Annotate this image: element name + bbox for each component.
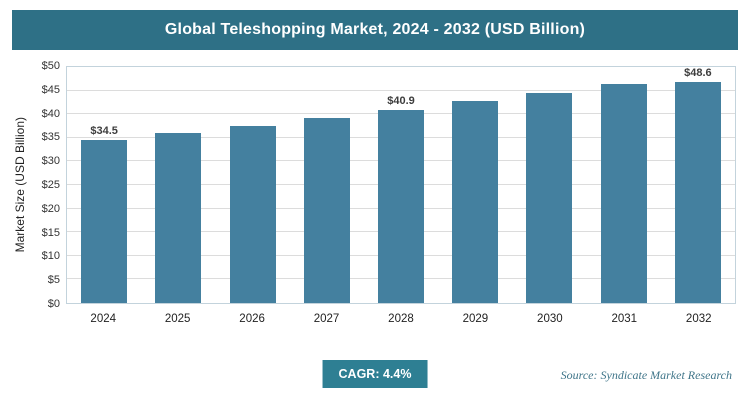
bar-slot: [141, 67, 215, 303]
y-tick-label: $10: [41, 250, 60, 263]
chart-region: Market Size (USD Billion) $0 $5 $10 $15 $20 $…: [10, 60, 736, 338]
plot-wrap: $34.5 $40.9 $48.6 2024 2025 2026 2027 2028 2029…: [66, 66, 736, 338]
bar-2032: [674, 82, 721, 303]
y-tick-label: $0: [47, 298, 60, 310]
bar-data-label: $48.6: [684, 67, 712, 79]
x-tick-label: 2024: [90, 313, 117, 325]
y-tick-label: $20: [41, 202, 60, 215]
bar-slot: [438, 67, 512, 303]
chart-footer: CAGR: 4.4% Source: Syndicate Market Rese…: [0, 360, 750, 392]
bar-data-label: $34.5: [90, 125, 118, 138]
cagr-badge: CAGR: 4.4%: [322, 360, 428, 388]
y-axis-ticks: $0 $5 $10 $15 $20 $25 $30 $35 $40 $45 $50: [30, 60, 66, 310]
y-tick-label: $40: [41, 107, 60, 120]
x-tick-label: 2026: [239, 313, 265, 325]
bar-2030: [526, 92, 573, 303]
x-tick-label: 2025: [164, 313, 191, 325]
x-tick-label: 2029: [462, 313, 489, 325]
chart-title-bar: Global Teleshopping Market, 2024 - 2032 …: [12, 10, 738, 50]
bar-2029: [452, 101, 499, 303]
bar-slot: $34.5: [67, 67, 141, 303]
bar-2028: [377, 109, 424, 303]
gridline: [67, 89, 735, 91]
y-tick-label: $50: [41, 60, 60, 72]
y-tick-label: $35: [41, 131, 60, 144]
chart-title: Global Teleshopping Market, 2024 - 2032 …: [164, 21, 586, 38]
bar-2031: [600, 83, 647, 303]
bar-slot: [215, 67, 289, 303]
bar-data-label: $40.9: [387, 94, 415, 107]
x-tick-label: 2028: [388, 313, 414, 325]
y-tick-label: $45: [41, 83, 60, 96]
x-tick-label: 2031: [611, 313, 638, 325]
x-tick-label: 2027: [313, 313, 340, 325]
x-axis-labels: 2024 2025 2026 2027 2028 2029 2030 2031 2032: [66, 304, 736, 334]
bar-2026: [229, 125, 276, 303]
bar-slot: $40.9: [364, 67, 438, 303]
bar-2024: [81, 140, 128, 303]
y-tick-label: $25: [41, 179, 60, 191]
y-tick-label: $5: [47, 274, 60, 287]
y-tick-label: $30: [41, 155, 60, 168]
x-tick-label: 2032: [685, 313, 712, 325]
y-tick-label: $15: [41, 226, 60, 239]
bar-slot: $48.6: [661, 67, 735, 303]
bar-slot: [587, 67, 661, 303]
bar-2027: [303, 117, 350, 303]
source-attribution: Source: Syndicate Market Research: [560, 368, 732, 382]
bar-slot: [512, 67, 586, 303]
x-tick-label: 2030: [537, 313, 563, 325]
bar-slot: [290, 67, 364, 303]
plot-area: $34.5 $40.9 $48.6: [66, 66, 736, 304]
bar-2025: [155, 133, 202, 303]
y-axis-title: Market Size (USD Billion): [13, 117, 27, 253]
